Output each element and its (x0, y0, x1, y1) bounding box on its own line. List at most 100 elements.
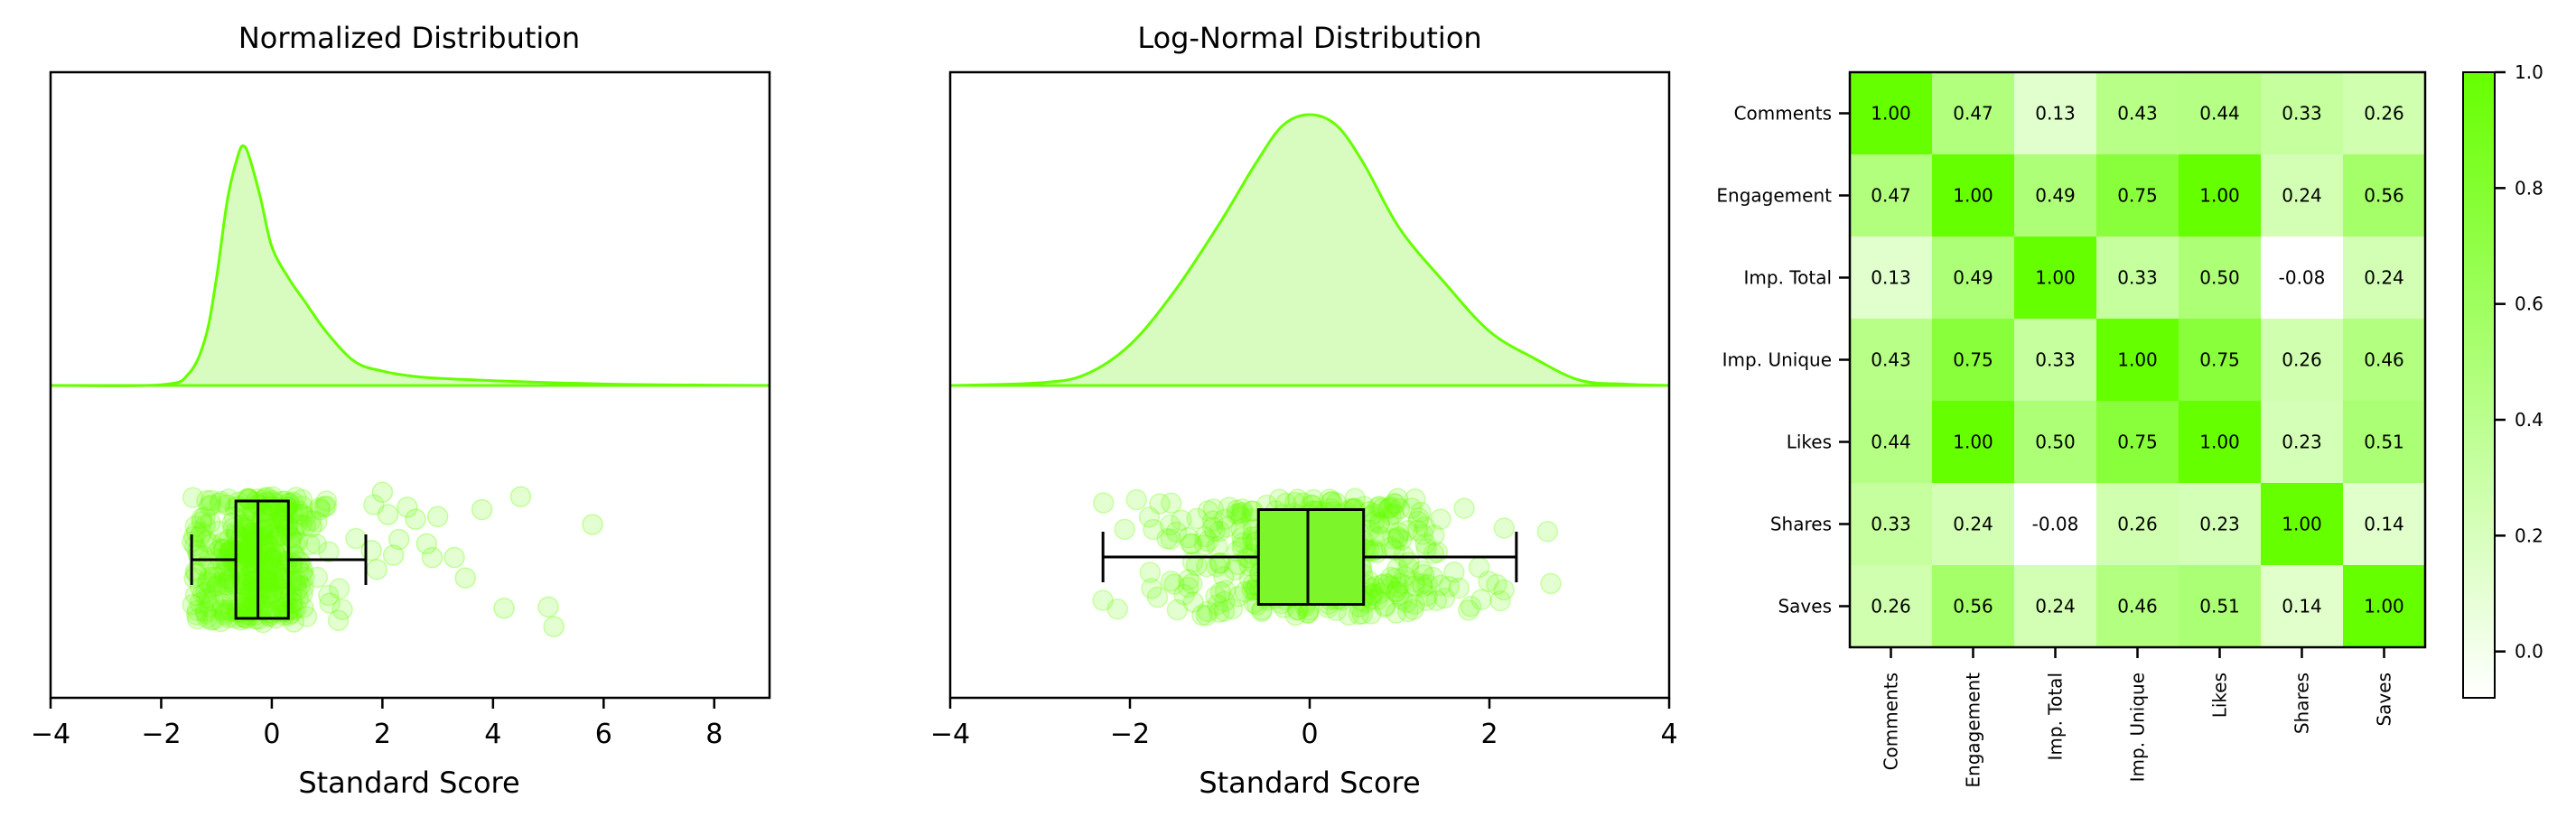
scatter-point (189, 525, 211, 547)
panel1-frame (49, 70, 771, 700)
heatmap-cell (2261, 154, 2343, 237)
scatter-point (199, 566, 220, 589)
scatter-point (243, 503, 266, 524)
scatter-point (258, 517, 280, 540)
scatter-point (1448, 577, 1470, 599)
x-tick-label: 0 (1301, 719, 1318, 750)
scatter-point (240, 599, 262, 621)
scatter-point (238, 552, 261, 575)
scatter-point (233, 507, 255, 530)
heatmap-cell (2261, 483, 2343, 565)
scatter-point (1218, 497, 1240, 518)
heatmap-cell-value: 0.14 (2282, 596, 2322, 617)
heatmap-cell-value: 1.00 (2035, 267, 2076, 289)
scatter-point (319, 592, 341, 614)
outlier-point (360, 539, 382, 561)
x-tick-label: −4 (31, 719, 70, 750)
scatter-point (328, 578, 350, 599)
scatter-point (238, 538, 261, 560)
scatter-point (1423, 524, 1445, 546)
heatmap-cell-value: 0.26 (2117, 514, 2158, 535)
heatmap-cell (2343, 565, 2425, 647)
scatter-point (249, 537, 272, 560)
heatmap-cell (2261, 72, 2343, 154)
scatter-point (1411, 560, 1433, 582)
outlier-point (397, 497, 418, 518)
x-tick-label: 2 (374, 719, 391, 750)
scatter-point (1209, 601, 1230, 623)
scatter-point (217, 574, 238, 596)
panel1-boxplot (190, 499, 368, 620)
scatter-point (1234, 580, 1256, 603)
scatter-point (305, 533, 328, 555)
scatter-point (245, 552, 267, 574)
heatmap-cell (2096, 154, 2179, 237)
scatter-point (218, 541, 240, 563)
scatter-point (238, 488, 260, 510)
heatmap-cell (2179, 154, 2261, 237)
scatter-point (299, 534, 321, 555)
heatmap-cell (2261, 237, 2343, 319)
box-iqr (1256, 508, 1366, 606)
heatmap-cell (2179, 319, 2261, 401)
scatter-point (261, 548, 284, 571)
scatter-point (1227, 553, 1248, 576)
scatter-point (1159, 514, 1181, 536)
panel2-xlabel: Standard Score (1199, 766, 1420, 800)
scatter-point (196, 587, 218, 609)
scatter-point (184, 584, 207, 606)
scatter-point (1388, 584, 1410, 607)
scatter-point (1197, 500, 1219, 522)
scatter-point (212, 571, 234, 594)
scatter-point (293, 597, 314, 618)
scatter-point (1383, 528, 1405, 550)
scatter-point (270, 569, 292, 590)
heatmap-cell (2343, 72, 2425, 154)
scatter-point (203, 608, 225, 631)
scatter-point (186, 608, 209, 630)
heatmap-cell (1850, 154, 1932, 237)
heatmap-cell (2014, 483, 2096, 565)
panel2-x-ticks: −4 −2 0 2 4 (930, 698, 1678, 750)
scatter-point (1493, 579, 1515, 601)
heatmap-cell (2179, 483, 2261, 565)
heatmap-cell (2261, 401, 2343, 483)
outlier-point (454, 567, 476, 589)
heatmap-cell-value: -0.08 (2279, 267, 2326, 289)
x-tick-label: 2 (1480, 719, 1498, 750)
heatmap-y-label: Imp. Total (1744, 267, 1833, 289)
scatter-point (254, 542, 276, 563)
scatter-point (1415, 589, 1437, 611)
box-iqr (234, 499, 290, 620)
heatmap-cell-value: 0.23 (2199, 514, 2240, 535)
colorbar-tick-label: 0.0 (2515, 641, 2543, 663)
heatmap-cell (2096, 72, 2179, 154)
scatter-point (246, 542, 267, 563)
scatter-point (1458, 599, 1479, 621)
heatmap-cell (2014, 72, 2096, 154)
scatter-point (1181, 533, 1203, 555)
scatter-point (240, 535, 263, 557)
scatter-point (244, 592, 266, 615)
x-tick-label: −4 (930, 719, 970, 750)
scatter-point (1185, 554, 1208, 577)
scatter-point (1478, 571, 1499, 592)
scatter-point (238, 488, 260, 510)
scatter-point (1368, 513, 1391, 535)
scatter-point (292, 583, 313, 605)
scatter-point (246, 586, 267, 608)
scatter-point (1367, 496, 1389, 518)
scatter-point (1197, 600, 1218, 623)
outlier-point (377, 504, 399, 525)
scatter-point (183, 567, 205, 589)
scatter-point (280, 526, 302, 548)
scatter-point (1489, 589, 1511, 612)
scatter-point (265, 558, 287, 580)
scatter-point (209, 492, 230, 515)
scatter-point (1371, 497, 1394, 520)
heatmap-y-label: Shares (1770, 514, 1832, 535)
panel1-kde-cloud (50, 144, 770, 387)
colorbar-tick-label: 0.2 (2515, 524, 2543, 546)
scatter-point (201, 534, 223, 555)
scatter-point (271, 571, 293, 593)
